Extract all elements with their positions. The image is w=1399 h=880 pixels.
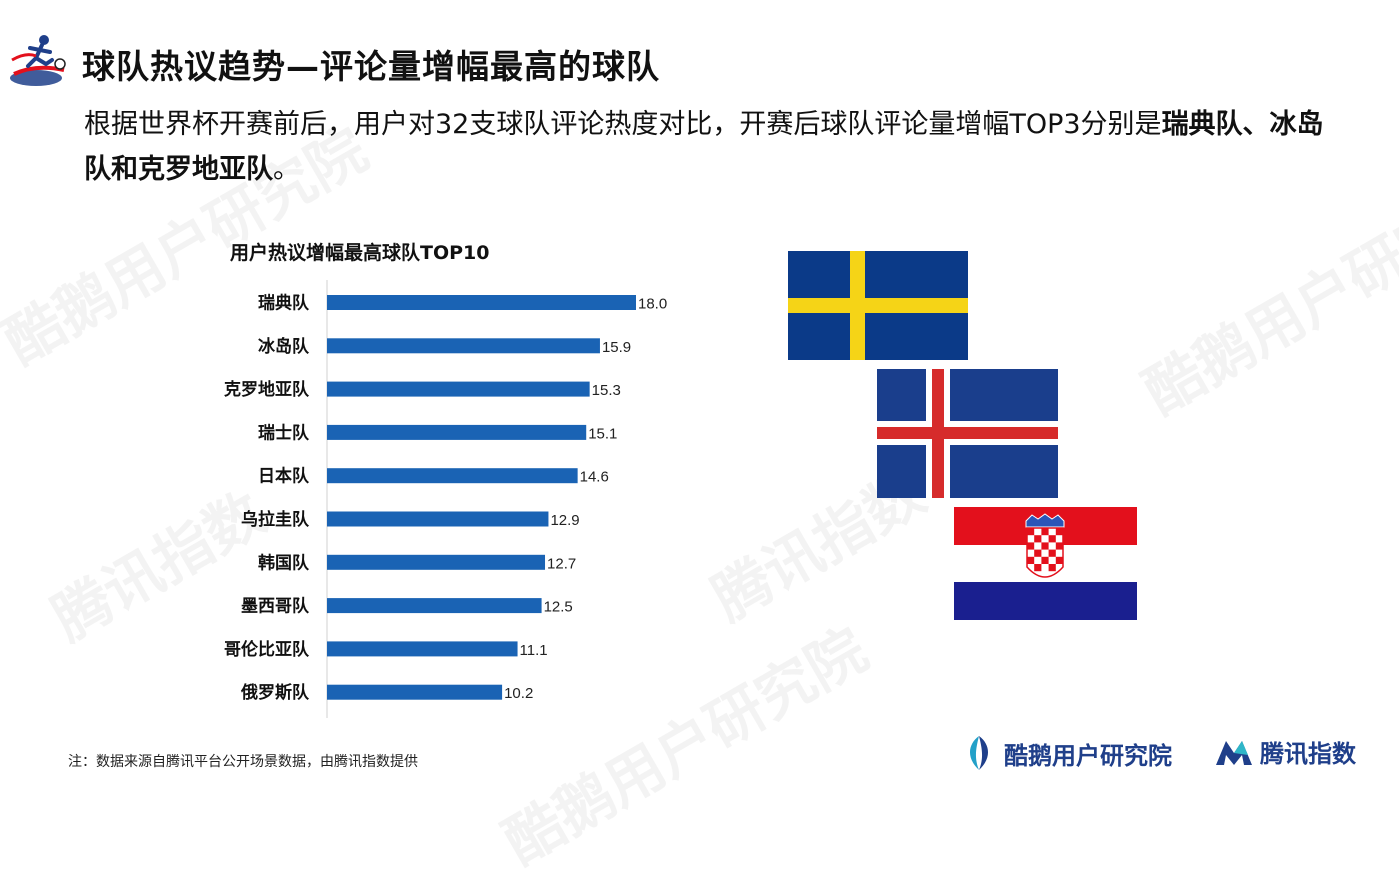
- bar: [327, 684, 503, 700]
- category-label: 韩国队: [258, 552, 310, 573]
- data-label: 15.9: [602, 339, 631, 356]
- category-label: 哥伦比亚队: [224, 639, 310, 660]
- sweden-flag: [788, 251, 968, 360]
- data-label: 12.9: [550, 512, 579, 529]
- data-label: 10.2: [504, 685, 533, 702]
- brand-kuer-text: 酷鹅用户研究院: [1004, 741, 1172, 770]
- bar: [327, 468, 578, 484]
- bar-chart: 瑞典队 18.0 冰岛队 15.9 克罗地亚队 15.3 瑞士队 15.1 日本队 14.6 乌拉圭…: [224, 280, 667, 718]
- tencent-index-logo-icon: [1216, 740, 1252, 765]
- page-title: 球队热议趋势—评论量增幅最高的球队: [82, 47, 660, 86]
- page-subtitle: 根据世界杯开赛前后，用户对32支球队评论热度对比，开赛后球队评论量增幅TOP3分…: [84, 102, 1334, 192]
- bar: [327, 424, 587, 440]
- category-label: 瑞士队: [258, 422, 310, 443]
- data-label: 11.1: [520, 642, 548, 659]
- category-label: 墨西哥队: [241, 596, 310, 617]
- category-label: 克罗地亚队: [224, 379, 310, 400]
- data-label: 14.6: [580, 469, 609, 486]
- category-label: 俄罗斯队: [240, 682, 310, 703]
- category-label: 乌拉圭队: [241, 509, 310, 530]
- category-label: 日本队: [258, 466, 310, 487]
- category-label: 瑞典队: [258, 293, 310, 314]
- soccer-player-icon: [10, 35, 66, 86]
- data-label: 12.7: [547, 555, 576, 572]
- brand-tencent: 腾讯指数: [1214, 734, 1356, 769]
- bar: [327, 641, 518, 657]
- watermark-kuer: 酷鹅用户研究院: [1126, 154, 1399, 430]
- croatia-coat-of-arms: [1025, 513, 1065, 578]
- bar: [327, 338, 600, 354]
- bar: [327, 598, 542, 614]
- subtitle-end: 。: [273, 154, 300, 185]
- subtitle-text: 根据世界杯开赛前后，用户对32支球队评论热度对比，开赛后球队评论量增幅TOP3分…: [84, 109, 1162, 140]
- brand-kuer: 酷鹅用户研究院: [960, 734, 1172, 772]
- croatia-flag: [954, 507, 1137, 620]
- data-label: 12.5: [544, 599, 573, 616]
- brand-tencent-text: 腾讯指数: [1260, 740, 1356, 768]
- iceland-flag: [877, 369, 1058, 498]
- category-label: 冰岛队: [258, 336, 310, 357]
- footnote: 注：数据来源自腾讯平台公开场景数据，由腾讯指数提供: [68, 754, 418, 770]
- subtitle-highlight: 瑞典队、冰岛队和克罗地亚队: [84, 109, 1324, 185]
- bar: [327, 381, 590, 397]
- kuer-logo-icon: [969, 736, 989, 770]
- data-label: 18.0: [638, 296, 667, 313]
- chart-title: 用户热议增幅最高球队TOP10: [230, 242, 490, 264]
- bar: [327, 554, 546, 570]
- bar: [327, 295, 636, 310]
- data-label: 15.1: [588, 425, 617, 442]
- bar: [327, 511, 549, 527]
- data-label: 15.3: [592, 382, 621, 399]
